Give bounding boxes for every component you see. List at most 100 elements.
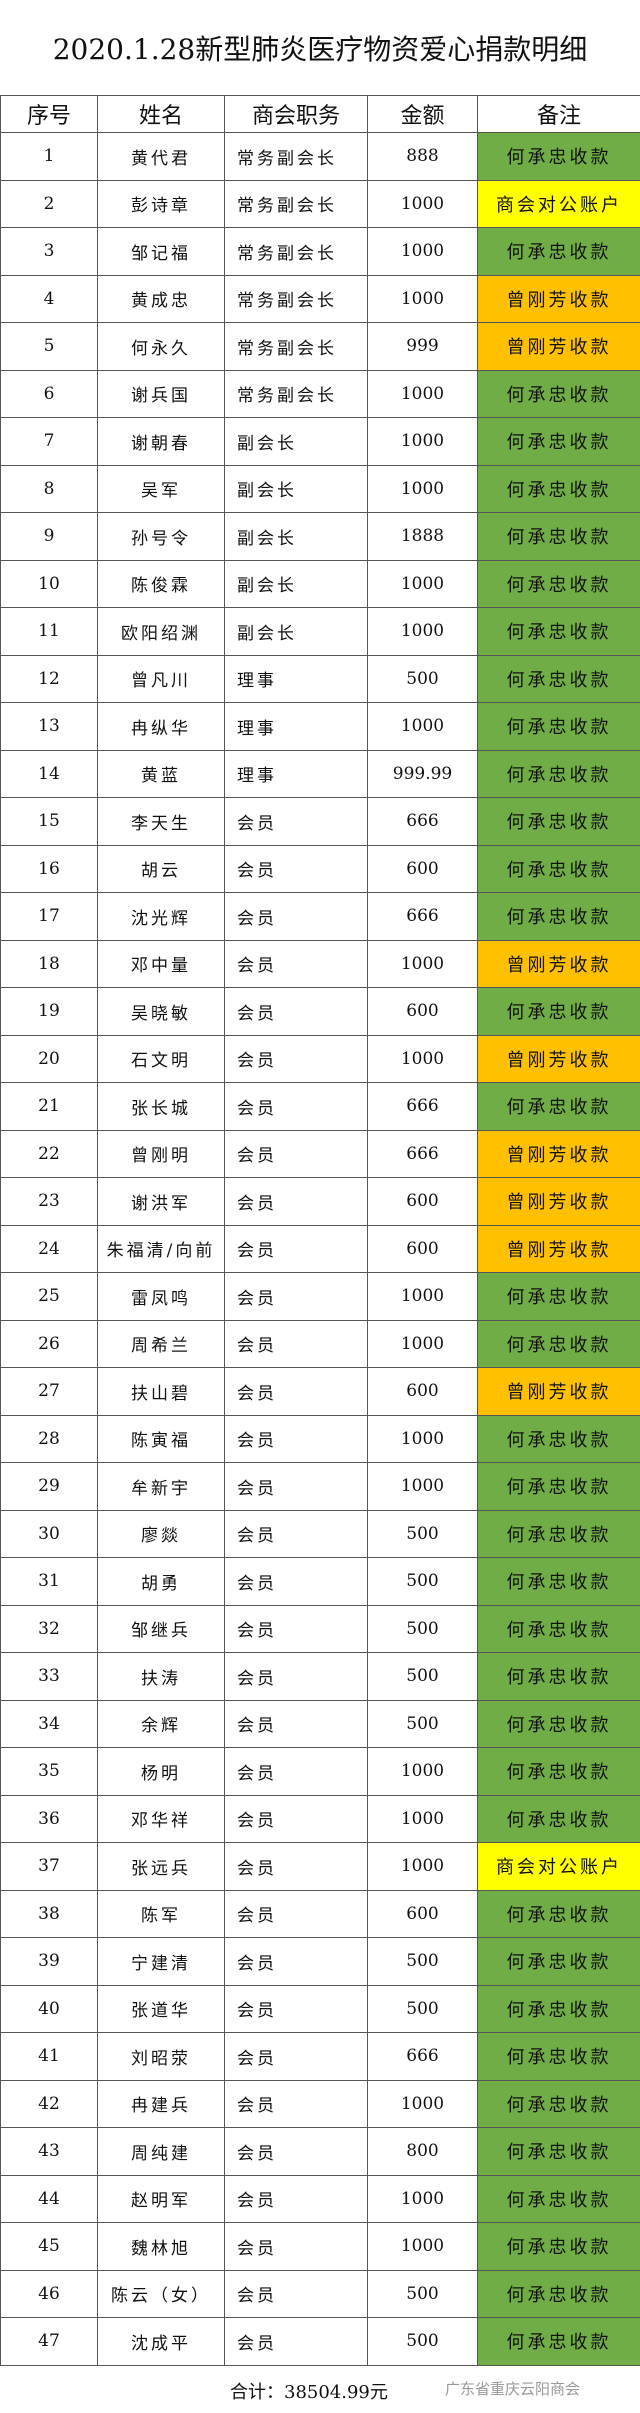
table-row: 9 孙号令 副会长 1888 何承忠收款 xyxy=(0,512,640,561)
donation-amount: 1000 xyxy=(367,2222,478,2271)
member-position: 会员 xyxy=(224,1367,368,1416)
watermark: 广东省重庆云阳商会 xyxy=(445,2380,581,2398)
member-position: 会员 xyxy=(224,1937,368,1986)
table-row: 46 陈云（女） 会员 500 何承忠收款 xyxy=(0,2269,640,2318)
donation-amount: 1000 xyxy=(367,2174,478,2223)
member-position: 会员 xyxy=(224,1509,368,1558)
payment-note: 曾刚芳收款 xyxy=(477,1177,640,1226)
row-index: 21 xyxy=(0,1082,98,1131)
member-position: 会员 xyxy=(224,2222,368,2271)
donor-name: 沈光辉 xyxy=(97,892,225,941)
member-position: 常务副会长 xyxy=(224,369,368,418)
table-row: 11 欧阳绍渊 副会长 1000 何承忠收款 xyxy=(0,607,640,656)
member-position: 副会长 xyxy=(224,559,368,608)
donation-amount: 666 xyxy=(367,2032,478,2081)
row-index: 25 xyxy=(0,1272,98,1321)
payment-note: 何承忠收款 xyxy=(477,1462,640,1511)
member-position: 副会长 xyxy=(224,607,368,656)
donation-amount: 500 xyxy=(367,2317,478,2366)
donation-amount: 888 xyxy=(367,132,478,181)
member-position: 常务副会长 xyxy=(224,179,368,228)
payment-note: 何承忠收款 xyxy=(477,1604,640,1653)
table-row: 36 邓华祥 会员 1000 何承忠收款 xyxy=(0,1794,640,1843)
donation-amount: 500 xyxy=(367,1509,478,1558)
payment-note: 何承忠收款 xyxy=(477,1319,640,1368)
table-row: 6 谢兵国 常务副会长 1000 何承忠收款 xyxy=(0,369,640,418)
donation-amount: 666 xyxy=(367,892,478,941)
member-position: 会员 xyxy=(224,1082,368,1131)
donor-name: 陈云（女） xyxy=(97,2269,225,2318)
payment-note: 何承忠收款 xyxy=(477,2174,640,2223)
table-row: 16 胡云 会员 600 何承忠收款 xyxy=(0,844,640,893)
member-position: 会员 xyxy=(224,2174,368,2223)
donation-amount: 600 xyxy=(367,844,478,893)
row-index: 45 xyxy=(0,2222,98,2271)
table-row: 45 魏林旭 会员 1000 何承忠收款 xyxy=(0,2222,640,2271)
donor-name: 张远兵 xyxy=(97,1842,225,1891)
payment-note: 何承忠收款 xyxy=(477,2079,640,2128)
table-row: 43 周纯建 会员 800 何承忠收款 xyxy=(0,2127,640,2176)
member-position: 会员 xyxy=(224,2269,368,2318)
member-position: 会员 xyxy=(224,1319,368,1368)
table-row: 5 何永久 常务副会长 999 曾刚芳收款 xyxy=(0,322,640,371)
table-row: 19 吴晓敏 会员 600 何承忠收款 xyxy=(0,987,640,1036)
row-index: 15 xyxy=(0,797,98,846)
donation-amount: 500 xyxy=(367,1699,478,1748)
payment-note: 何承忠收款 xyxy=(477,2269,640,2318)
row-index: 20 xyxy=(0,1034,98,1083)
payment-note: 何承忠收款 xyxy=(477,1747,640,1796)
table-row: 44 赵明军 会员 1000 何承忠收款 xyxy=(0,2174,640,2223)
payment-note: 何承忠收款 xyxy=(477,844,640,893)
donor-name: 魏林旭 xyxy=(97,2222,225,2271)
donation-amount: 600 xyxy=(367,1224,478,1273)
table-row: 12 曾凡川 理事 500 何承忠收款 xyxy=(0,654,640,703)
row-index: 27 xyxy=(0,1367,98,1416)
member-position: 常务副会长 xyxy=(224,274,368,323)
row-index: 47 xyxy=(0,2317,98,2366)
member-position: 会员 xyxy=(224,2079,368,2128)
row-index: 23 xyxy=(0,1177,98,1226)
payment-note: 何承忠收款 xyxy=(477,417,640,466)
table-row: 41 刘昭荥 会员 666 何承忠收款 xyxy=(0,2032,640,2081)
donor-name: 邹记福 xyxy=(97,227,225,276)
row-index: 3 xyxy=(0,227,98,276)
donation-amount: 666 xyxy=(367,1129,478,1178)
table-row: 37 张远兵 会员 1000 商会对公账户 xyxy=(0,1842,640,1891)
member-position: 理事 xyxy=(224,702,368,751)
member-position: 会员 xyxy=(224,1747,368,1796)
payment-note: 何承忠收款 xyxy=(477,369,640,418)
member-position: 副会长 xyxy=(224,512,368,561)
member-position: 会员 xyxy=(224,1462,368,1511)
row-index: 12 xyxy=(0,654,98,703)
member-position: 会员 xyxy=(224,1177,368,1226)
row-index: 39 xyxy=(0,1937,98,1986)
row-index: 41 xyxy=(0,2032,98,2081)
table-row: 2 彭诗章 常务副会长 1000 商会对公账户 xyxy=(0,179,640,228)
donor-name: 孙号令 xyxy=(97,512,225,561)
member-position: 会员 xyxy=(224,1034,368,1083)
donation-amount: 1000 xyxy=(367,559,478,608)
payment-note: 何承忠收款 xyxy=(477,559,640,608)
table-row: 17 沈光辉 会员 666 何承忠收款 xyxy=(0,892,640,941)
table-row: 27 扶山碧 会员 600 曾刚芳收款 xyxy=(0,1367,640,1416)
table-row: 30 廖燚 会员 500 何承忠收款 xyxy=(0,1509,640,1558)
table-row: 8 吴军 副会长 1000 何承忠收款 xyxy=(0,464,640,513)
payment-note: 何承忠收款 xyxy=(477,1082,640,1131)
member-position: 会员 xyxy=(224,1272,368,1321)
donor-name: 廖燚 xyxy=(97,1509,225,1558)
donor-name: 杨明 xyxy=(97,1747,225,1796)
row-index: 36 xyxy=(0,1794,98,1843)
member-position: 会员 xyxy=(224,939,368,988)
row-index: 22 xyxy=(0,1129,98,1178)
row-index: 5 xyxy=(0,322,98,371)
member-position: 常务副会长 xyxy=(224,132,368,181)
donor-name: 彭诗章 xyxy=(97,179,225,228)
donation-amount: 1000 xyxy=(367,227,478,276)
member-position: 理事 xyxy=(224,654,368,703)
table-row: 28 陈寅福 会员 1000 何承忠收款 xyxy=(0,1414,640,1463)
donation-amount: 999.99 xyxy=(367,749,478,798)
member-position: 会员 xyxy=(224,1889,368,1938)
donor-name: 冉建兵 xyxy=(97,2079,225,2128)
donation-amount: 500 xyxy=(367,1937,478,1986)
member-position: 副会长 xyxy=(224,417,368,466)
